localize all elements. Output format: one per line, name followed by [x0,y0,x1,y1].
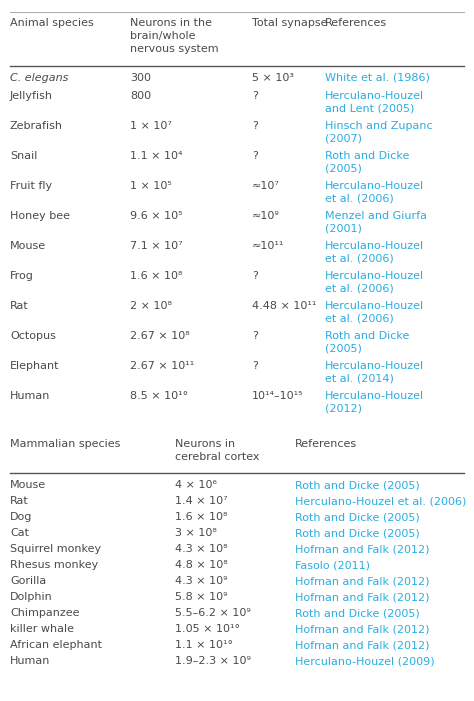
Text: Cat: Cat [10,528,29,538]
Text: 1.9–2.3 × 10⁹: 1.9–2.3 × 10⁹ [175,656,251,666]
Text: ≈10⁹: ≈10⁹ [252,211,280,221]
Text: References: References [325,18,387,28]
Text: Jellyfish: Jellyfish [10,91,53,101]
Text: Herculano-Houzel
et al. (2006): Herculano-Houzel et al. (2006) [325,301,424,324]
Text: 4.3 × 10⁹: 4.3 × 10⁹ [175,576,228,586]
Text: Elephant: Elephant [10,361,60,371]
Text: Hofman and Falk (2012): Hofman and Falk (2012) [295,576,429,586]
Text: 5.8 × 10⁹: 5.8 × 10⁹ [175,592,228,602]
Text: Roth and Dicke (2005): Roth and Dicke (2005) [295,512,420,522]
Text: Roth and Dicke
(2005): Roth and Dicke (2005) [325,151,410,174]
Text: 1.6 × 10⁸: 1.6 × 10⁸ [175,512,228,522]
Text: Rat: Rat [10,301,29,311]
Text: Dog: Dog [10,512,32,522]
Text: Herculano-Houzel
et al. (2006): Herculano-Houzel et al. (2006) [325,271,424,294]
Text: Hofman and Falk (2012): Hofman and Falk (2012) [295,624,429,634]
Text: Hofman and Falk (2012): Hofman and Falk (2012) [295,640,429,650]
Text: ?: ? [252,361,258,371]
Text: Snail: Snail [10,151,37,161]
Text: Herculano-Houzel et al. (2006): Herculano-Houzel et al. (2006) [295,496,466,506]
Text: Frog: Frog [10,271,34,281]
Text: 800: 800 [130,91,151,101]
Text: Herculano-Houzel
et al. (2014): Herculano-Houzel et al. (2014) [325,361,424,384]
Text: Herculano-Houzel
et al. (2006): Herculano-Houzel et al. (2006) [325,241,424,264]
Text: Rhesus monkey: Rhesus monkey [10,560,98,570]
Text: Human: Human [10,391,50,401]
Text: Chimpanzee: Chimpanzee [10,608,80,618]
Text: 5 × 10³: 5 × 10³ [252,73,294,83]
Text: killer whale: killer whale [10,624,74,634]
Text: ?: ? [252,271,258,281]
Text: Roth and Dicke
(2005): Roth and Dicke (2005) [325,331,410,354]
Text: Human: Human [10,656,50,666]
Text: 7.1 × 10⁷: 7.1 × 10⁷ [130,241,182,251]
Text: ?: ? [252,151,258,161]
Text: Roth and Dicke (2005): Roth and Dicke (2005) [295,608,420,618]
Text: Menzel and Giurfa
(2001): Menzel and Giurfa (2001) [325,211,427,234]
Text: 4.48 × 10¹¹: 4.48 × 10¹¹ [252,301,316,311]
Text: Herculano-Houzel
et al. (2006): Herculano-Houzel et al. (2006) [325,181,424,204]
Text: Gorilla: Gorilla [10,576,46,586]
Text: Herculano-Houzel
and Lent (2005): Herculano-Houzel and Lent (2005) [325,91,424,114]
Text: Neurons in the
brain/whole
nervous system: Neurons in the brain/whole nervous syste… [130,18,219,53]
Text: Herculano-Houzel (2009): Herculano-Houzel (2009) [295,656,435,666]
Text: 300: 300 [130,73,151,83]
Text: White et al. (1986): White et al. (1986) [325,73,430,83]
Text: Dolphin: Dolphin [10,592,53,602]
Text: Herculano-Houzel
(2012): Herculano-Houzel (2012) [325,391,424,414]
Text: Fruit fly: Fruit fly [10,181,52,191]
Text: 1.6 × 10⁸: 1.6 × 10⁸ [130,271,182,281]
Text: 4.8 × 10⁸: 4.8 × 10⁸ [175,560,228,570]
Text: Mouse: Mouse [10,480,46,490]
Text: Roth and Dicke (2005): Roth and Dicke (2005) [295,528,420,538]
Text: 8.5 × 10¹°: 8.5 × 10¹° [130,391,188,401]
Text: Mammalian species: Mammalian species [10,439,120,449]
Text: 4 × 10⁶: 4 × 10⁶ [175,480,217,490]
Text: Animal species: Animal species [10,18,94,28]
Text: Honey bee: Honey bee [10,211,70,221]
Text: Fasolo (2011): Fasolo (2011) [295,560,370,570]
Text: 5.5–6.2 × 10⁹: 5.5–6.2 × 10⁹ [175,608,251,618]
Text: 1.1 × 10⁴: 1.1 × 10⁴ [130,151,182,161]
Text: Hinsch and Zupanc
(2007): Hinsch and Zupanc (2007) [325,121,433,144]
Text: Squirrel monkey: Squirrel monkey [10,544,101,554]
Text: Hofman and Falk (2012): Hofman and Falk (2012) [295,544,429,554]
Text: 4.3 × 10⁸: 4.3 × 10⁸ [175,544,228,554]
Text: 2 × 10⁸: 2 × 10⁸ [130,301,172,311]
Text: 1.1 × 10¹°: 1.1 × 10¹° [175,640,233,650]
Text: Octopus: Octopus [10,331,56,341]
Text: Rat: Rat [10,496,29,506]
Text: Hofman and Falk (2012): Hofman and Falk (2012) [295,592,429,602]
Text: Mouse: Mouse [10,241,46,251]
Text: ?: ? [252,331,258,341]
Text: 9.6 × 10⁵: 9.6 × 10⁵ [130,211,182,221]
Text: Neurons in
cerebral cortex: Neurons in cerebral cortex [175,439,259,462]
Text: Roth and Dicke (2005): Roth and Dicke (2005) [295,480,420,490]
Text: 1 × 10⁵: 1 × 10⁵ [130,181,172,191]
Text: C. elegans: C. elegans [10,73,68,83]
Text: ?: ? [252,121,258,131]
Text: African elephant: African elephant [10,640,102,650]
Text: References: References [295,439,357,449]
Text: 3 × 10⁸: 3 × 10⁸ [175,528,217,538]
Text: 2.67 × 10¹¹: 2.67 × 10¹¹ [130,361,194,371]
Text: Total synapse: Total synapse [252,18,328,28]
Text: ?: ? [252,91,258,101]
Text: ≈10¹¹: ≈10¹¹ [252,241,284,251]
Text: 1 × 10⁷: 1 × 10⁷ [130,121,172,131]
Text: 10¹⁴–10¹⁵: 10¹⁴–10¹⁵ [252,391,303,401]
Text: 1.4 × 10⁷: 1.4 × 10⁷ [175,496,228,506]
Text: 1.05 × 10¹°: 1.05 × 10¹° [175,624,240,634]
Text: ≈10⁷: ≈10⁷ [252,181,280,191]
Text: Zebrafish: Zebrafish [10,121,63,131]
Text: 2.67 × 10⁸: 2.67 × 10⁸ [130,331,190,341]
